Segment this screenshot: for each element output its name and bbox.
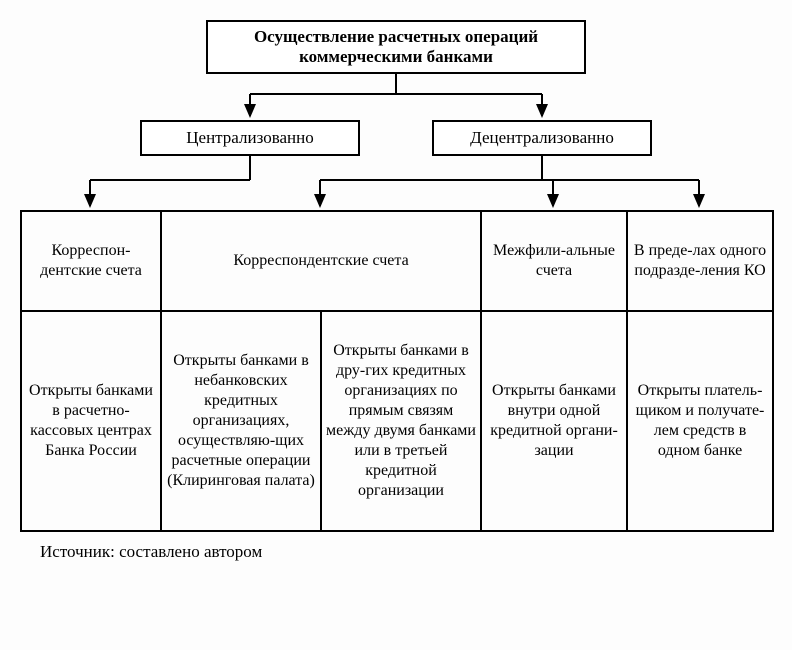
centralized-label: Централизованно — [186, 128, 314, 148]
accounts-table: Корреспон-дентские счета Корреспондентск… — [20, 210, 774, 532]
decentralized-box: Децентрализованно — [432, 120, 652, 156]
centralized-box: Централизованно — [140, 120, 360, 156]
title-text: Осуществление расчетных операций коммерч… — [216, 27, 576, 68]
header-cell-1: Корреспон-дентские счета — [21, 211, 161, 311]
source-text: Источник: составлено автором — [40, 542, 262, 561]
header-cell-4: В преде-лах одного подразде-ления КО — [627, 211, 773, 311]
table-body-row: Открыты банками в расчетно-кассовых цент… — [21, 311, 773, 531]
header-cell-2: Корреспондентские счета — [161, 211, 481, 311]
body-cell-4: Открыты банками внутри одной кредитной о… — [481, 311, 627, 531]
body-cell-2: Открыты банками в небанковских кредитных… — [161, 311, 321, 531]
body-cell-5: Открыты платель-щиком и получате-лем сре… — [627, 311, 773, 531]
body-cell-3: Открыты банками в дру-гих кредитных орга… — [321, 311, 481, 531]
decentralized-label: Децентрализованно — [470, 128, 614, 148]
source-attribution: Источник: составлено автором — [40, 542, 262, 562]
title-box: Осуществление расчетных операций коммерч… — [206, 20, 586, 74]
body-cell-1: Открыты банками в расчетно-кассовых цент… — [21, 311, 161, 531]
header-cell-3: Межфили-альные счета — [481, 211, 627, 311]
table-header-row: Корреспон-дентские счета Корреспондентск… — [21, 211, 773, 311]
